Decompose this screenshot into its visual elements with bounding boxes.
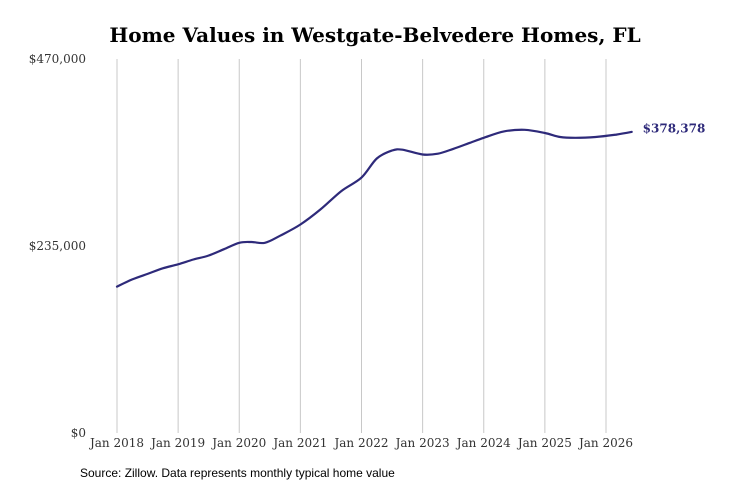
x-tick-label-8: Jan 2026 bbox=[577, 436, 633, 450]
x-tick-label-6: Jan 2024 bbox=[455, 436, 511, 450]
y-axis-ticks: $0 $235,000 $470,000 bbox=[29, 52, 86, 440]
series-line-0 bbox=[115, 128, 633, 288]
y-tick-label-1: $235,000 bbox=[29, 239, 86, 253]
chart-title: Home Values in Westgate-Belvedere Homes,… bbox=[109, 23, 640, 47]
x-tick-label-7: Jan 2025 bbox=[516, 436, 572, 450]
x-axis-ticks: Jan 2018 Jan 2019 Jan 2020 Jan 2021 Jan 2022… bbox=[88, 436, 633, 450]
x-tick-label-2: Jan 2020 bbox=[210, 436, 266, 450]
x-tick-label-1: Jan 2019 bbox=[149, 436, 205, 450]
source-note: Source: Zillow. Data represents monthly … bbox=[80, 466, 395, 480]
x-tick-label-3: Jan 2021 bbox=[271, 436, 327, 450]
y-tick-label-0: $0 bbox=[71, 426, 86, 440]
series-layer: $378,378 bbox=[115, 121, 706, 288]
x-tick-label-0: Jan 2018 bbox=[88, 436, 144, 450]
x-tick-label-5: Jan 2023 bbox=[394, 436, 450, 450]
x-tick-label-4: Jan 2022 bbox=[332, 436, 388, 450]
series-end-label-0: $378,378 bbox=[643, 121, 706, 135]
gridlines bbox=[116, 59, 607, 433]
y-tick-label-2: $470,000 bbox=[29, 52, 86, 66]
